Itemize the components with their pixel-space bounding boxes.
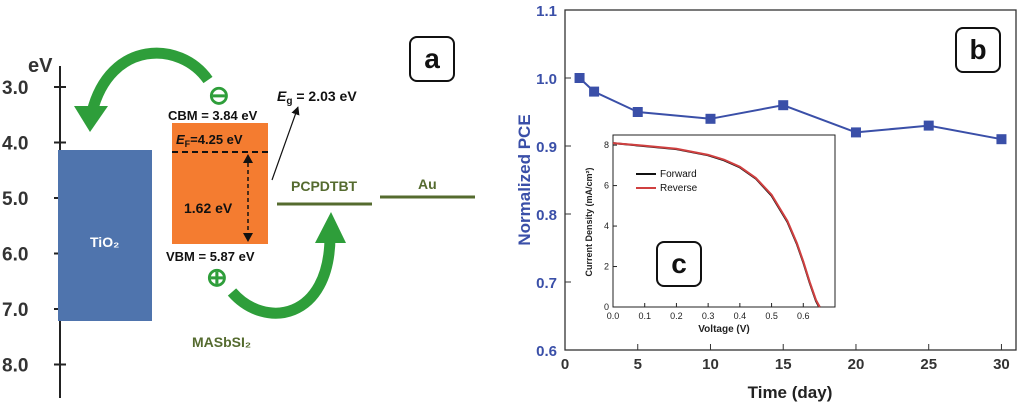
pce-data-point	[589, 86, 600, 97]
energy-level-diagram: eV 3.0 4.0 5.0 6.0 7.0 8.0 TiO₂ CBM = 3.84 eV…	[2, 47, 475, 398]
bandgap-label: Eg = 2.03 eV	[277, 88, 357, 107]
pce-series-points	[574, 73, 1007, 145]
pce-data-point	[923, 120, 934, 131]
chart-b-ytick-label: 0.7	[536, 275, 557, 292]
axis-unit-label: eV	[28, 55, 53, 77]
chart-c-xtick-label: 0.4	[734, 311, 747, 321]
energy-tick-label: 4.0	[2, 134, 28, 155]
chart-b-xtick-label: 20	[848, 356, 865, 373]
pce-series-line	[578, 77, 1002, 141]
material-label: MASbSI₂	[192, 334, 251, 350]
chart-b-ytick-label: 0.6	[536, 343, 557, 360]
chart-b-ylabel: Normalized PCE	[515, 114, 534, 245]
chart-c-xtick-label: 0.1	[638, 311, 651, 321]
pce-data-point	[778, 100, 789, 111]
chart-c-xtick-label: 0.2	[670, 311, 683, 321]
tio2-block	[58, 150, 152, 321]
pce-data-point	[850, 127, 861, 138]
energy-tick-label: 3.0	[2, 78, 28, 99]
chart-b-xtick-label: 10	[702, 356, 719, 373]
cbm-label: CBM = 3.84 eV	[168, 108, 258, 123]
fermi-level-label: EF=4.25 eV	[176, 132, 243, 149]
chart-c-xtick-label: 0.0	[607, 311, 620, 321]
panel-c-badge: c	[656, 241, 702, 287]
vbm-label: VBM = 5.87 eV	[166, 249, 255, 264]
chart-c-xlabel: Voltage (V)	[698, 324, 749, 335]
pcpdtbt-label: PCPDTBT	[291, 178, 358, 194]
chart-b-frame	[564, 9, 1017, 351]
electron-transfer-arrowhead	[74, 106, 108, 132]
tio2-label: TiO₂	[90, 234, 119, 250]
stability-chart: 0 5 10 15 20 25 300.60.70.80.91.01.1 Time (day…	[515, 3, 1017, 402]
chart-c-ytick-label: 6	[604, 181, 609, 191]
jv-curve-reverse	[612, 142, 821, 308]
energy-tick-label: 5.0	[2, 189, 28, 210]
absorber-block	[172, 123, 268, 244]
chart-c-ytick-label: 4	[604, 221, 609, 231]
pce-data-point	[574, 73, 585, 83]
chart-b-ticks: 0 5 10 15 20 25 300.60.70.80.91.01.1	[536, 3, 1010, 373]
chart-c-series	[612, 142, 821, 308]
energy-axis-ticks: 3.0 4.0 5.0 6.0 7.0 8.0	[2, 78, 66, 377]
chart-b-ytick-label: 0.8	[536, 207, 557, 224]
pce-data-point	[996, 134, 1007, 145]
chart-b-xtick-label: 5	[634, 356, 642, 373]
au-label: Au	[418, 176, 437, 192]
panel-b-badge: b	[955, 27, 1001, 73]
chart-b-ytick-label: 1.1	[536, 3, 557, 20]
chart-b-ytick-label: 1.0	[536, 71, 557, 88]
hole-transfer-arrow	[227, 235, 336, 319]
chart-c-ticks: 0.0 0.1 0.2 0.3 0.4 0.5 0.6 0 2 4 6 8	[604, 140, 810, 321]
panel-a-badge: a	[409, 36, 455, 82]
legend-forward-label: Forward	[660, 169, 697, 180]
hole-symbol: ⊕	[206, 262, 228, 292]
pce-data-point	[705, 113, 716, 124]
chart-c-ylabel: Current Density (mA/cm²)	[584, 167, 594, 276]
energy-tick-label: 6.0	[2, 245, 28, 266]
chart-c-ytick-label: 2	[604, 262, 609, 272]
chart-b-xtick-label: 25	[920, 356, 937, 373]
gap-arrow-up-head	[243, 154, 253, 163]
electron-transfer-arrow	[86, 47, 213, 114]
chart-b-xtick-label: 15	[775, 356, 792, 373]
chart-c-ytick-label: 8	[604, 140, 609, 150]
chart-c-xtick-label: 0.3	[702, 311, 715, 321]
legend-reverse-label: Reverse	[660, 183, 698, 194]
energy-tick-label: 8.0	[2, 356, 28, 377]
chart-b-xtick-label: 30	[993, 356, 1010, 373]
chart-c-ytick-label: 0	[604, 302, 609, 312]
pce-data-point	[632, 107, 643, 117]
chart-c-xtick-label: 0.6	[797, 311, 810, 321]
chart-b-ytick-label: 0.9	[536, 139, 557, 156]
energy-tick-label: 7.0	[2, 300, 28, 321]
gap-inner-label: 1.62 eV	[184, 200, 233, 216]
electron-symbol: ⊖	[208, 80, 230, 110]
eg-pointer-line	[271, 106, 300, 181]
chart-c-xtick-label: 0.5	[765, 311, 778, 321]
gap-arrow-down-head	[243, 233, 253, 242]
chart-b-xlabel: Time (day)	[748, 383, 833, 402]
hole-transfer-arrowhead	[315, 212, 346, 243]
chart-c-frame	[612, 134, 836, 308]
chart-b-xtick-label: 0	[561, 356, 569, 373]
